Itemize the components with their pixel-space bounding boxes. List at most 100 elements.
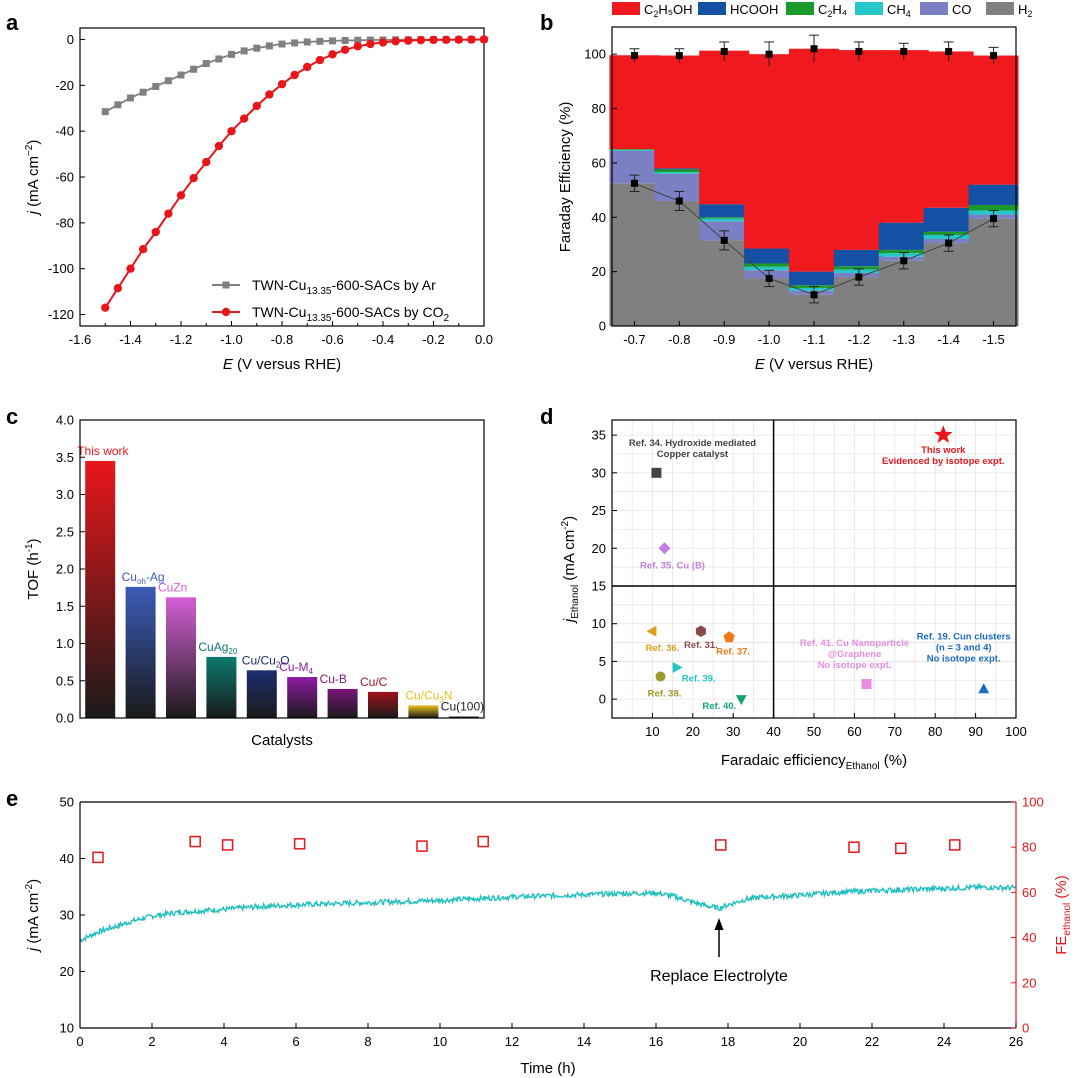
point-label-d-3-0: Ref. 36. (646, 643, 680, 654)
point-label-d-7-0: Ref. 38. (648, 689, 682, 700)
bar-label-c-1-tail: -Ag (146, 570, 165, 584)
data-point-a-0-18 (329, 37, 336, 45)
x-tick-label-a-2: -1.2 (170, 332, 192, 347)
legend-label-b-5-tail: H₅OH (658, 2, 692, 17)
legend-label-a-1-sub2: 2 (444, 313, 450, 324)
data-point-a-0-19 (341, 36, 349, 44)
bar-b-1-2 (654, 172, 705, 174)
x-axis-label-e: Time (h) (520, 1060, 575, 1077)
bar-label-c-6-main: Cu-B (320, 672, 347, 686)
y2-axis-label-e: FEethanol (%) (1053, 875, 1073, 954)
panel-b-axes: 0 20 40 60 80 100 -0.7 -0.8 -0.9 -1.0 -1.1 -1.2 -1.3… (557, 26, 1017, 373)
bar-b-2-0 (699, 240, 750, 326)
panel-letter-a: a (6, 10, 19, 35)
legend-label-b-2-sub: 4 (906, 9, 911, 19)
x-tick-label-e-4: 8 (364, 1034, 371, 1049)
data-point-a-1-9 (214, 141, 224, 151)
y2-tick-label-e-5: 100 (1022, 795, 1044, 810)
y-axis-label-d-italic: j (561, 618, 578, 624)
bar-b-2-3 (699, 217, 750, 219)
legend-label-b-4: HCOOH (730, 2, 778, 17)
panel-b-chart: C2H₅OH HCOOH C2H₄ CH4 CO H2 020406080100-0.7-… (557, 2, 1032, 373)
total-marker-b-5 (855, 47, 863, 55)
legend-label-a-1-sub: 13.35 (306, 313, 331, 324)
x-tick-label-e-8: 16 (649, 1034, 663, 1049)
data-point-a-1-15 (290, 70, 299, 80)
legend-swatch-b-3 (786, 2, 814, 15)
y-tick-label-c-6: 3.0 (56, 487, 74, 502)
data-point-a-1-17 (315, 55, 325, 65)
x-axis-label-c: Catalysts (251, 732, 313, 749)
x-axis-label-d-tail: (%) (880, 752, 908, 769)
data-point-a-1-11 (239, 114, 249, 123)
x-tick-label-d-7: 80 (928, 724, 942, 739)
point-label-d-4-0: Ref. 31. (684, 640, 718, 651)
y-tick-label-d-3: 15 (592, 578, 606, 593)
x-tick-label-d-0: 10 (645, 724, 659, 739)
bar-b-8-3 (968, 205, 1019, 211)
legend-label-a-0-main: TWN-Cu (252, 277, 306, 293)
legend-swatch-b-1 (920, 2, 948, 15)
y2-axis-label-e-main: FE (1053, 936, 1070, 955)
y2-axis-label-e-tail: (%) (1053, 875, 1070, 903)
data-point-a-1-30 (479, 35, 489, 44)
bar-c-5 (287, 677, 318, 718)
bar-c-9 (448, 716, 479, 718)
bar-label-c-1: Cuoh-Ag (122, 570, 165, 586)
bar-b-4-4 (789, 271, 839, 286)
bar-label-c-3-main: CuAg (198, 640, 228, 654)
x-tick-label-a-7: -0.2 (422, 332, 444, 347)
legend-label-b-5-sub: 2 (653, 9, 658, 19)
y-axis-label-c-close: ) (25, 538, 42, 543)
y-tick-label-d-7: 35 (592, 428, 606, 443)
fe-point-e-0 (92, 851, 104, 864)
legend-label-a-0-tail: -600-SACs by Ar (331, 277, 436, 293)
bar-label-c-2-main: CuZn (158, 580, 187, 594)
data-point-a-0-7 (190, 65, 198, 73)
total-marker-b-7 (945, 47, 953, 55)
x-tick-label-a-4: -0.8 (271, 332, 293, 347)
fe-point-e-8 (895, 842, 907, 855)
point-label-d-9-0: Ref. 41. Cu Nanoparticle (800, 638, 909, 649)
data-point-d-9 (861, 679, 872, 690)
x-tick-label-a-6: -0.4 (372, 332, 394, 347)
h2-marker-b-1 (675, 197, 683, 205)
point-label-d-1-0: Ref. 34. Hydroxide mediated (629, 438, 756, 449)
data-point-a-0-0 (101, 108, 109, 116)
legend-label-b-1: CO (952, 2, 972, 17)
data-point-a-0-2 (127, 94, 134, 102)
legend-swatch-b-0 (986, 2, 1014, 15)
x-tick-label-e-1: 2 (148, 1034, 155, 1049)
panel-e-axes: 0 2 4 6 8 10 12 14 16 18 20 22 24 2610203040500204060… (24, 795, 1073, 1078)
bar-label-c-8-sub: 3 (439, 695, 444, 704)
data-point-a-1-2 (126, 264, 135, 273)
point-label-d-2-0: Ref. 35. Cu (B) (640, 560, 705, 571)
legend-swatch-b-4 (698, 2, 726, 15)
legend-label-b-2: CH4 (887, 2, 911, 19)
y-axis-label-a-italic: j (25, 210, 42, 216)
legend-label-b-2-main: CH (887, 2, 906, 17)
point-label-d-9-1: @Graphene (828, 649, 882, 660)
y-tick-label-c-0: 0.0 (56, 711, 74, 726)
data-point-d-3 (646, 625, 657, 637)
x-tick-label-a-3: -1.0 (220, 332, 242, 347)
y-axis-label-a-sup: −2 (24, 144, 35, 156)
bar-c-4 (246, 670, 277, 718)
legend-label-b-0-sub: 2 (1027, 9, 1032, 19)
total-marker-b-2 (720, 47, 728, 55)
bar-b-6-3 (878, 249, 929, 254)
x-tick-label-e-11: 22 (865, 1034, 879, 1049)
x-tick-label-b-6: -1.3 (893, 332, 915, 347)
data-point-a-0-16 (303, 38, 311, 46)
bar-label-c-6: Cu-B (320, 672, 347, 686)
point-label-d-10-2: No isotope expt. (927, 653, 1001, 664)
x-axis-label-d-sub: Ethanol (846, 761, 880, 772)
data-point-a-0-1 (114, 101, 122, 109)
data-point-a-0-13 (265, 42, 273, 50)
panel-c-plot-area: This workCuoh-AgCuZnCuAg20Cu/Cu2OCu-M4Cu… (77, 444, 484, 718)
x-tick-label-b-1: -0.8 (668, 332, 690, 347)
point-label-d-10-1: (n = 3 and 4) (936, 642, 992, 653)
y-tick-label-c-5: 2.5 (56, 524, 74, 539)
point-label-d-8-0: Ref. 40. (702, 701, 736, 712)
panel-a-plot-area (101, 35, 489, 312)
